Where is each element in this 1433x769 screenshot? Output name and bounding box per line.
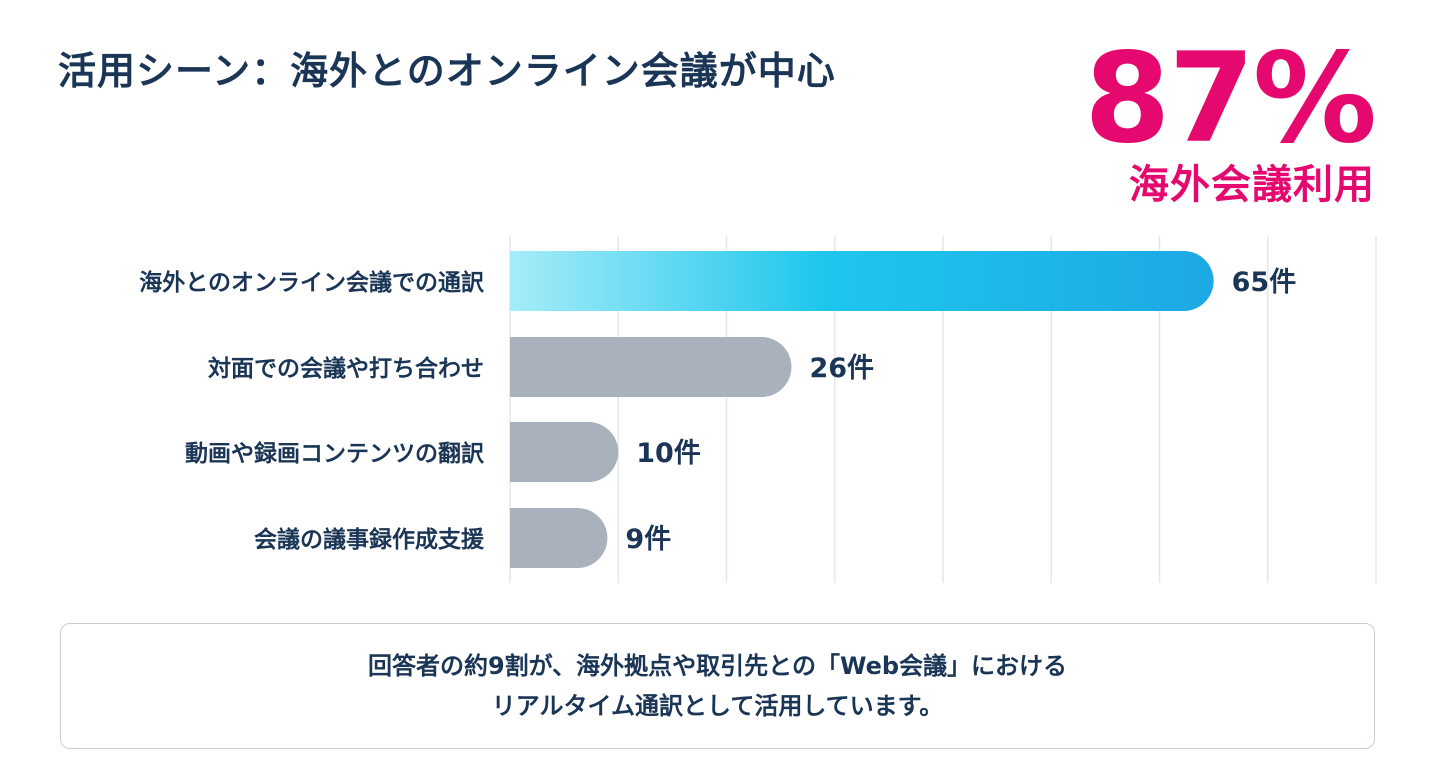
bar [510, 251, 1214, 311]
highlight-label: 海外会議利用 [1129, 162, 1375, 208]
value-label: 26件 [809, 353, 874, 384]
category-label: 対面での会議や打ち合わせ [208, 355, 484, 382]
summary-note: 回答者の約9割が、海外拠点や取引先との「Web会議」における リアルタイム通訳と… [60, 623, 1375, 749]
summary-line-2: リアルタイム通訳として活用しています。 [491, 692, 944, 720]
category-label: 海外とのオンライン会議での通訳 [139, 269, 485, 296]
category-label: 会議の議事録作成支援 [254, 526, 485, 553]
value-label: 10件 [636, 438, 701, 469]
bar [510, 337, 792, 397]
highlight-stat: 87% 海外会議利用 [1084, 27, 1377, 210]
highlight-value: 87% [1084, 27, 1377, 171]
category-label: 動画や録画コンテンツの翻訳 [185, 440, 485, 467]
summary-line-1: 回答者の約9割が、海外拠点や取引先との「Web会議」における [367, 652, 1068, 680]
bar [510, 422, 619, 482]
bars [510, 251, 1214, 568]
page-title: 活用シーン：海外とのオンライン会議が中心 [58, 49, 836, 93]
bar [510, 508, 608, 568]
value-label: 65件 [1232, 267, 1297, 298]
value-label: 9件 [625, 524, 671, 555]
